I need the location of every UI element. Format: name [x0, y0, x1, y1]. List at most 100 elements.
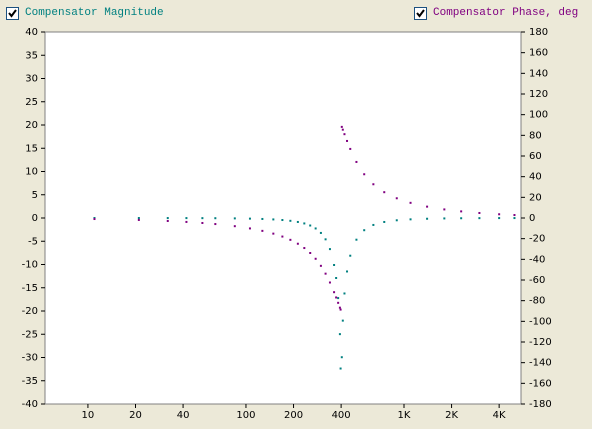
- data-point: [343, 133, 346, 136]
- x-tick-label: 100: [236, 410, 255, 421]
- y-tick-label: -40: [22, 399, 38, 410]
- data-point: [338, 306, 341, 309]
- x-tick-label: 10: [82, 410, 95, 421]
- check-mark: [8, 8, 17, 18]
- y-tick-label: 10: [25, 167, 38, 178]
- data-point: [383, 220, 386, 223]
- data-point: [346, 139, 349, 142]
- data-point: [338, 333, 341, 336]
- data-point: [460, 210, 463, 213]
- data-point: [341, 128, 344, 131]
- y-tick-label: -5: [28, 236, 38, 247]
- data-point: [513, 214, 516, 217]
- data-point: [272, 232, 275, 235]
- data-point: [443, 208, 446, 211]
- data-point: [137, 218, 140, 221]
- data-point: [478, 211, 481, 214]
- data-point: [426, 217, 429, 220]
- y2-tick-label: 0: [529, 213, 535, 224]
- y-tick-label: -35: [22, 376, 38, 387]
- data-point: [443, 217, 446, 220]
- x-tick-label: 40: [177, 410, 190, 421]
- data-point: [383, 191, 386, 194]
- y-tick-label: -30: [22, 353, 38, 364]
- data-point: [343, 292, 346, 295]
- data-point: [363, 229, 366, 232]
- y2-tick-label: -160: [529, 378, 552, 389]
- data-point: [460, 217, 463, 220]
- check-mark: [416, 8, 425, 18]
- y2-tick-label: -140: [529, 358, 552, 369]
- data-point: [309, 251, 312, 254]
- data-point: [314, 257, 317, 260]
- y2-tick-label: -120: [529, 337, 552, 348]
- y2-tick-label: 100: [529, 110, 548, 121]
- data-point: [93, 218, 96, 221]
- data-point: [328, 281, 331, 284]
- data-point: [214, 223, 217, 226]
- data-point: [201, 217, 204, 220]
- data-point: [233, 217, 236, 220]
- legend-toggle[interactable]: Compensator Phase, deg: [414, 5, 578, 21]
- data-point: [340, 356, 343, 359]
- x-tick-label: 20: [129, 410, 142, 421]
- checkbox[interactable]: [6, 6, 19, 20]
- data-point: [233, 225, 236, 228]
- data-point: [395, 197, 398, 200]
- x-tick-label: 2K: [445, 410, 458, 421]
- data-point: [372, 183, 375, 186]
- data-point: [309, 224, 312, 227]
- y-tick-label: 20: [25, 120, 38, 131]
- y2-tick-label: 40: [529, 172, 542, 183]
- y2-tick-label: -180: [529, 399, 552, 410]
- data-point: [314, 227, 317, 230]
- y2-tick-label: 160: [529, 48, 548, 59]
- data-point: [426, 205, 429, 208]
- data-point: [372, 223, 375, 226]
- data-point: [339, 308, 342, 311]
- y-tick-label: -25: [22, 329, 38, 340]
- data-point: [137, 217, 140, 220]
- data-point: [261, 229, 264, 232]
- data-point: [478, 217, 481, 220]
- data-point: [272, 218, 275, 221]
- data-point: [349, 254, 352, 257]
- y2-tick-label: 140: [529, 68, 548, 79]
- data-point: [166, 217, 169, 220]
- y-tick-label: 40: [25, 27, 38, 38]
- legend-label: Compensator Magnitude: [25, 7, 164, 19]
- y2-tick-label: -80: [529, 296, 545, 307]
- data-point: [324, 238, 327, 241]
- y2-tick-label: 180: [529, 27, 548, 38]
- data-point: [513, 217, 516, 220]
- y-tick-label: 15: [25, 143, 38, 154]
- data-point: [337, 297, 340, 300]
- data-point: [333, 263, 336, 266]
- x-tick-label: 4K: [493, 410, 506, 421]
- data-point: [349, 147, 352, 150]
- y2-tick-label: 120: [529, 89, 548, 100]
- data-point: [337, 301, 340, 304]
- data-point: [281, 235, 284, 238]
- data-point: [201, 221, 204, 224]
- checkbox[interactable]: [414, 6, 427, 20]
- y2-tick-label: 80: [529, 130, 542, 141]
- x-tick-label: 1K: [398, 410, 411, 421]
- data-point: [341, 319, 344, 322]
- y2-tick-label: -20: [529, 234, 545, 245]
- data-point: [333, 291, 336, 294]
- data-point: [303, 247, 306, 250]
- data-point: [289, 238, 292, 241]
- data-point: [166, 219, 169, 222]
- data-point: [296, 220, 299, 223]
- data-point: [340, 125, 343, 128]
- data-point: [335, 276, 338, 279]
- data-point: [248, 227, 251, 230]
- data-point: [296, 242, 299, 245]
- data-point: [355, 238, 358, 241]
- legend-toggle[interactable]: Compensator Magnitude: [6, 5, 164, 21]
- y-tick-label: 5: [32, 190, 38, 201]
- y-tick-label: -10: [22, 260, 38, 271]
